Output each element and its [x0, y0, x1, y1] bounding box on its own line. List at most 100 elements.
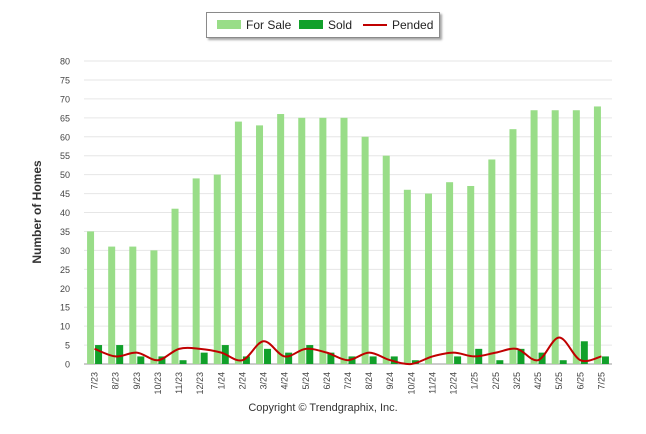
x-tick-labels: 7/23 8/23 9/23 10/23 11/23 12/23 1/24 2/24 3/24 4… [90, 372, 607, 395]
y-tick-label: 25 [60, 265, 70, 275]
bar-for-sale[interactable] [340, 117, 348, 364]
legend-item-pended[interactable]: Pended [363, 18, 433, 32]
bar-for-sale[interactable] [298, 117, 306, 364]
bar-sold[interactable] [517, 348, 525, 364]
y-tick-label: 65 [60, 113, 70, 123]
x-tick-label: 4/25 [533, 372, 543, 390]
x-tick-label: 5/25 [554, 372, 564, 390]
x-tick-label: 9/24 [385, 372, 395, 390]
bar-for-sale[interactable] [150, 250, 158, 364]
bar-for-sale[interactable] [530, 110, 538, 364]
bar-for-sale[interactable] [171, 208, 179, 364]
bar-sold[interactable] [116, 345, 124, 364]
y-tick-label: 80 [60, 57, 70, 67]
y-tick-label: 45 [60, 189, 70, 199]
y-tick-label: 5 [65, 341, 70, 351]
x-tick-label: 2/25 [491, 372, 501, 390]
x-tick-label: 7/23 [90, 372, 100, 390]
x-tick-label: 8/24 [364, 372, 374, 390]
y-tick-label: 35 [60, 227, 70, 237]
y-tick-labels: 0 5 10 15 20 25 30 35 40 45 50 55 60 65 70 75 80 [60, 57, 70, 370]
bar-for-sale[interactable] [361, 136, 369, 364]
bar-for-sale[interactable] [382, 155, 390, 364]
y-tick-label: 0 [65, 360, 70, 370]
bar-sold[interactable] [496, 360, 504, 364]
x-tick-label: 9/23 [132, 372, 142, 390]
bar-sold[interactable] [285, 352, 293, 364]
bar-sold[interactable] [559, 360, 567, 364]
x-tick-label: 11/23 [174, 372, 184, 394]
bar-for-sale[interactable] [213, 174, 221, 364]
bar-sold[interactable] [327, 352, 335, 364]
bar-for-sale[interactable] [192, 178, 200, 364]
x-tick-label: 7/25 [596, 372, 606, 390]
bar-for-sale[interactable] [572, 110, 580, 364]
x-tick-label: 6/24 [322, 372, 332, 390]
bar-sold[interactable] [264, 348, 272, 364]
y-tick-label: 15 [60, 303, 70, 313]
bar-sold[interactable] [580, 341, 588, 364]
pended-line-layer [94, 336, 602, 366]
x-tick-label: 4/24 [280, 372, 290, 390]
x-tick-label: 8/23 [111, 372, 121, 390]
bar-for-sale[interactable] [446, 182, 454, 364]
y-tick-label: 40 [60, 208, 70, 218]
bar-for-sale[interactable] [424, 193, 432, 364]
bar-for-sale[interactable] [467, 185, 475, 364]
y-tick-label: 50 [60, 170, 70, 180]
bar-sold[interactable] [137, 356, 145, 364]
x-tick-label: 10/23 [153, 372, 163, 395]
y-tick-label: 30 [60, 246, 70, 256]
x-tick-label: 5/24 [301, 372, 311, 390]
y-axis-label: Number of Homes [30, 160, 44, 264]
bar-for-sale[interactable] [234, 121, 242, 364]
y-tick-label: 10 [60, 322, 70, 332]
bar-sold[interactable] [390, 356, 398, 364]
x-tick-label: 3/25 [512, 372, 522, 390]
bar-for-sale[interactable] [593, 106, 601, 364]
bar-sold[interactable] [306, 345, 314, 364]
bar-for-sale[interactable] [488, 159, 496, 364]
legend-item-for-sale[interactable]: For Sale [217, 18, 291, 32]
legend-label-for-sale: For Sale [246, 18, 292, 32]
bar-sold[interactable] [369, 356, 377, 364]
sold-swatch [299, 20, 323, 30]
bar-for-sale[interactable] [403, 189, 411, 364]
x-tick-label: 3/24 [259, 372, 269, 390]
legend-label-pended: Pended [392, 18, 434, 32]
bar-for-sale[interactable] [108, 246, 116, 364]
bar-for-sale[interactable] [256, 125, 264, 364]
y-tick-label: 60 [60, 132, 70, 142]
y-tick-label: 75 [60, 75, 70, 85]
bar-for-sale[interactable] [509, 129, 517, 364]
bar-sold[interactable] [454, 356, 462, 364]
bar-sold[interactable] [179, 360, 187, 364]
legend-label-sold: Sold [328, 18, 353, 32]
y-tick-label: 20 [60, 284, 70, 294]
x-tick-label: 12/24 [449, 372, 459, 395]
pended-line[interactable] [94, 336, 602, 366]
x-tick-label: 2/24 [237, 372, 247, 390]
bar-for-sale[interactable] [319, 117, 327, 364]
y-tick-label: 70 [60, 94, 70, 104]
bar-for-sale[interactable] [551, 110, 559, 364]
bar-sold[interactable] [200, 352, 208, 364]
bar-for-sale[interactable] [129, 246, 137, 364]
bars [87, 106, 609, 365]
bar-sold[interactable] [95, 345, 103, 364]
copyright-text: Copyright © Trendgraphix, Inc. [248, 402, 398, 414]
for-sale-swatch [217, 20, 241, 30]
bar-sold[interactable] [158, 356, 166, 364]
bar-sold[interactable] [601, 356, 609, 364]
bar-sold[interactable] [242, 356, 250, 364]
x-tick-label: 1/25 [470, 372, 480, 390]
x-tick-label: 6/25 [575, 372, 585, 390]
x-tick-label: 10/24 [406, 372, 416, 395]
x-tick-label: 7/24 [343, 372, 353, 390]
x-tick-label: 12/23 [195, 372, 205, 395]
pended-line-swatch [363, 23, 387, 26]
bar-for-sale[interactable] [87, 231, 95, 364]
bar-for-sale[interactable] [277, 114, 285, 365]
legend-item-sold[interactable]: Sold [299, 18, 352, 32]
